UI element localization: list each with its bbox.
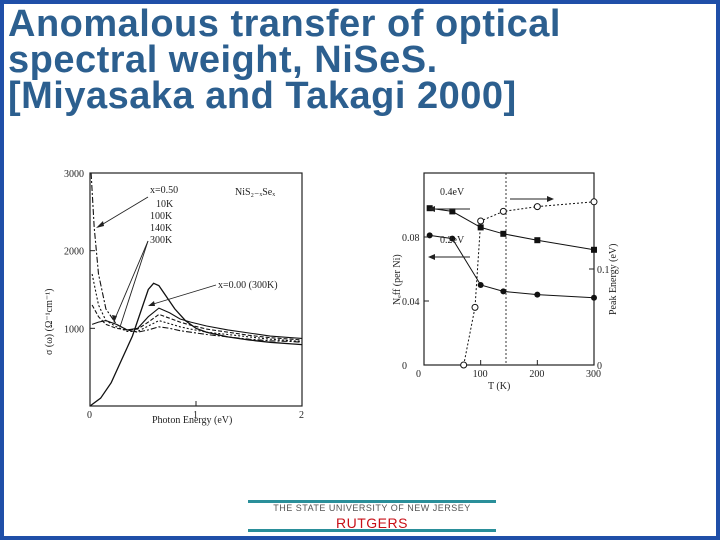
left-ylabel: σ (ω) (Ω⁻¹cm⁻¹) [44,289,55,356]
right-ylabel-left: Nₑff (per Ni) [392,254,403,305]
right-yleft-tick-label: 0.04 [402,297,420,308]
right-yright-tick-label: 0 [597,361,602,372]
right-yright-tick-label: 0.1 [597,265,610,276]
rutgers-wordmark: RUTGERS [336,515,408,531]
series-line-peak-energy [463,201,595,366]
series-line-140k [91,273,303,343]
left-y-tick-label: 1000 [64,324,84,335]
optical-conductivity-figure: 0 1 2 3000 2000 1000 NiS₂₋ₓSeₓ x=0.50 10K 100… [44,169,304,426]
rutgers-footer: THE STATE UNIVERSITY OF NEW JERSEY RUTGE… [248,500,496,532]
series-line-300k [90,172,303,343]
series-line-x-0-00-300k [89,282,303,407]
right-x-tick-label: 300 [586,369,601,380]
data-point-0-2ev [500,288,507,295]
label-04ev: 0.4eV [440,187,465,198]
data-point-peak-energy [590,198,598,206]
data-point-peak-energy [471,303,479,311]
left-ticks-group: 0 1 2 3000 2000 1000 [64,169,304,421]
data-point-0-2ev [449,235,456,242]
right-yleft-tick-label: 0.08 [402,233,420,244]
legend-10k: 10K [156,199,174,210]
data-point-peak-energy [460,361,468,369]
data-point-0-4ev [500,230,507,237]
data-point-0-2ev [534,291,541,298]
series-line-0-2ev [429,234,595,299]
left-y-tick-label: 3000 [64,169,84,180]
right-xlabel: T (K) [488,381,510,392]
right-arrowheads [428,196,554,260]
data-point-0-2ev [477,282,484,288]
data-point-peak-energy [533,203,541,211]
data-point-0-4ev [534,237,541,244]
left-series-group [89,172,303,407]
right-ticks-group: 0 100 200 300 0.08 0.04 0 0.1 0 [402,233,610,380]
title-line-1: Anomalous transfer of optical [8,3,561,45]
series-line-100k [91,304,303,341]
university-name: THE STATE UNIVERSITY OF NEW JERSEY [273,503,471,513]
data-point-peak-energy [477,217,485,225]
right-x-tick-label: 0 [416,369,421,380]
neff-temperature-figure: 0 100 200 300 0.08 0.04 0 0.1 0 0.4eV 0.2eV T (K… [392,172,619,392]
data-point-0-4ev [449,208,456,215]
legend-300k: 300K [150,235,173,246]
right-arrows [430,198,552,258]
data-point-0-2ev [591,294,597,301]
footer-top-rule [248,500,496,503]
left-x-tick-label: 2 [299,410,304,421]
annotation-x000: x=0.00 (300K) [218,280,278,291]
series-line-10k [91,307,303,339]
legend-arrows [97,196,217,328]
right-x-tick-label: 200 [529,369,544,380]
title-line-2: spectral weight, NiSeS. [8,39,438,81]
right-plot-frame [423,172,595,366]
legend-x050: x=0.50 [150,185,178,196]
legend-140k: 140K [150,223,173,234]
label-02ev: 0.2eV [440,235,465,246]
compound-label: NiS₂₋ₓSeₓ [235,187,275,198]
right-x-tick-label: 100 [473,369,488,380]
data-point-0-4ev [591,246,597,253]
right-series-group [426,198,598,369]
footer-bottom-rule [248,529,496,532]
slide-title: Anomalous transfer of optical spectral w… [8,3,688,117]
legend-arrowheads [96,221,155,323]
right-yleft-tick-label: 0 [402,361,407,372]
left-xlabel: Photon Energy (eV) [152,415,232,426]
left-x-tick-label: 0 [87,410,92,421]
data-point-peak-energy [499,207,507,215]
series-line-0-4ev [429,207,595,251]
data-point-0-4ev [426,205,433,212]
left-x-tick-label: 1 [193,410,198,421]
right-ylabel-right: Peak Energy (eV) [608,244,619,315]
title-line-3: [Miyasaka and Takagi 2000] [8,75,517,117]
data-point-0-4ev [477,224,484,231]
legend-100k: 100K [150,211,173,222]
left-y-tick-label: 2000 [64,247,84,258]
